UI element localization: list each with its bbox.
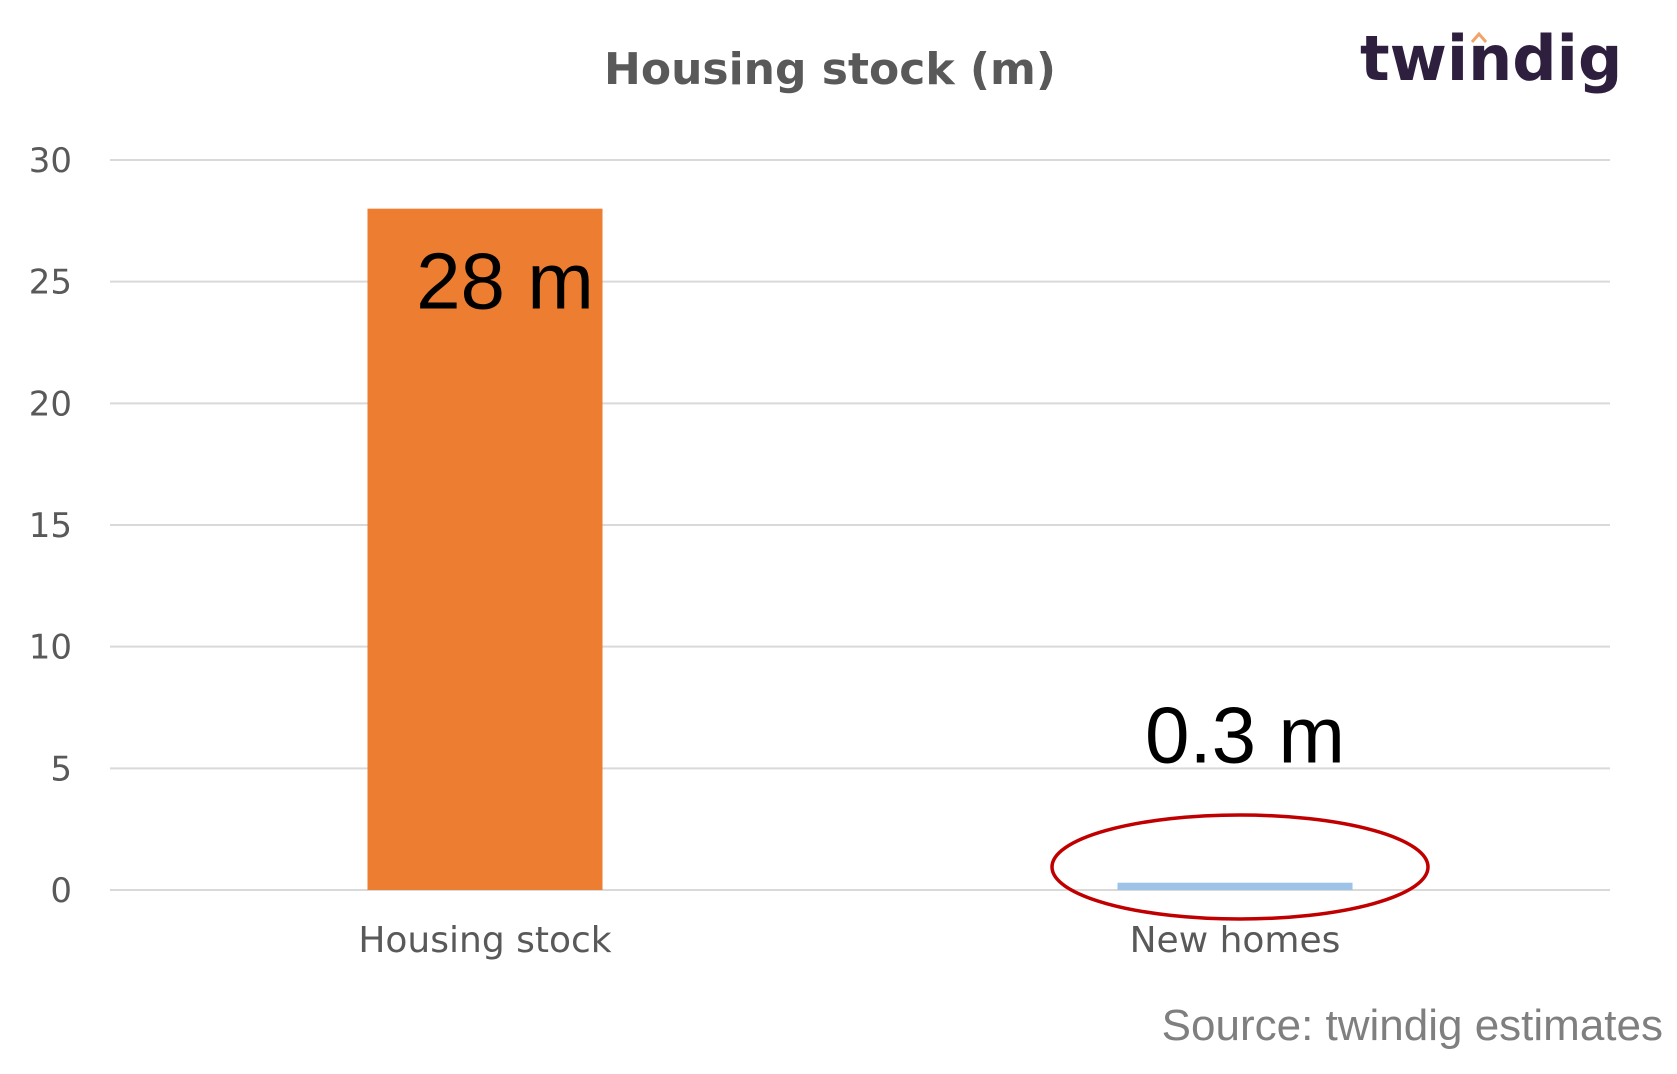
y-tick-label: 20 bbox=[29, 384, 72, 424]
y-tick-label: 0 bbox=[50, 871, 72, 911]
data-label: 28 m bbox=[416, 237, 594, 326]
y-tick-label: 25 bbox=[29, 263, 72, 303]
bar bbox=[367, 208, 603, 890]
y-tick-label: 15 bbox=[29, 506, 72, 546]
y-tick-label: 10 bbox=[29, 628, 72, 668]
highlight-ellipse bbox=[1050, 813, 1430, 921]
data-labels: 28 m 0.3 m bbox=[416, 237, 1345, 780]
source-note: Source: twindig estimates bbox=[1162, 1001, 1663, 1050]
gridlines bbox=[110, 159, 1610, 891]
bar bbox=[1117, 882, 1353, 890]
y-tick-label: 5 bbox=[50, 749, 72, 789]
logo-roof-icon bbox=[1470, 31, 1488, 43]
chart-title: Housing stock (m) bbox=[604, 44, 1056, 95]
y-tick-label: 30 bbox=[29, 141, 72, 181]
logo-text: twindig bbox=[1360, 22, 1622, 95]
data-label: 0.3 m bbox=[1145, 691, 1345, 780]
bars bbox=[367, 208, 1353, 890]
y-axis-ticks: 0 5 10 15 20 25 30 bbox=[29, 141, 72, 911]
category-label: New homes bbox=[1130, 920, 1341, 961]
category-label: Housing stock bbox=[358, 920, 611, 961]
twindig-logo: twindig bbox=[1360, 22, 1622, 95]
x-axis-categories: Housing stock New homes bbox=[358, 920, 1340, 961]
